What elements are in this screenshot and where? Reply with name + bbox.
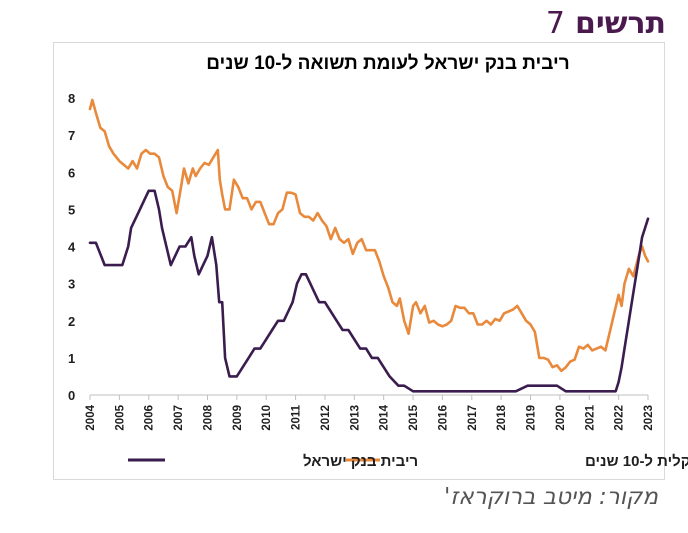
- y-tick-label: 8: [68, 91, 75, 106]
- figure-label-number: 7: [545, 6, 565, 41]
- x-tick-label: 2020: [555, 405, 567, 431]
- y-tick-label: 3: [68, 277, 75, 292]
- y-tick-label: 7: [68, 128, 75, 143]
- x-tick-label: 2007: [173, 405, 185, 431]
- x-tick-label: 2021: [584, 404, 596, 430]
- figure-label-word: תרשים: [574, 6, 666, 41]
- y-tick-label: 6: [68, 165, 75, 180]
- x-tick-label: 2017: [467, 405, 479, 431]
- x-tick-label: 2004: [85, 404, 97, 430]
- x-tick-label: 2022: [614, 405, 626, 431]
- legend-item-bond-yield: תשואה שקלית ל-10 שנים: [346, 453, 688, 470]
- figure-label: תרשים 7: [546, 6, 666, 41]
- series-lines: [88, 98, 650, 393]
- x-tick-label: 2019: [526, 405, 538, 431]
- x-tick-label: 2005: [114, 404, 126, 430]
- x-tick-label: 2016: [437, 405, 449, 431]
- legend-label: ריבית בנק ישראל: [303, 453, 418, 470]
- y-tick-label: 2: [68, 314, 75, 329]
- x-tick-label: 2010: [261, 405, 273, 431]
- series-line-boi-rate: [88, 189, 650, 393]
- legend: תשואה שקלית ל-10 שנים ריבית בנק ישראל: [128, 453, 688, 470]
- x-tick-label: 2015: [408, 404, 420, 430]
- y-tick-label: 5: [68, 202, 75, 217]
- series-line-bond-yield: [88, 98, 650, 373]
- chart-title: ריבית בנק ישראל לעומת תשואה ל-10 שנים: [206, 53, 570, 74]
- x-tick-label: 2012: [320, 405, 332, 431]
- x-tick-label: 2006: [144, 405, 156, 431]
- legend-item-boi-rate: ריבית בנק ישראל: [128, 453, 418, 470]
- x-tick-label: 2018: [496, 404, 508, 430]
- x-tick-label: 2011: [291, 404, 303, 430]
- x-tick-label: 2014: [379, 404, 391, 430]
- y-tick-label: 0: [68, 388, 75, 403]
- x-tick-label: 2023: [643, 405, 655, 431]
- x-tick-label: 2009: [232, 405, 244, 431]
- y-tick-label: 4: [68, 240, 76, 255]
- y-tick-label: 1: [68, 351, 75, 366]
- source-note: מקור: מיטב ברוקראז': [443, 484, 658, 510]
- axes: 0 1 2 3 4 5 6 7 8 2004 2005 2006 2007 2008 2009 2010 201…: [68, 91, 655, 431]
- x-tick-label: 2013: [349, 405, 361, 431]
- chart-frame: [53, 42, 665, 480]
- legend-label: תשואה שקלית ל-10 שנים: [585, 453, 688, 470]
- x-tick-label: 2008: [202, 404, 214, 430]
